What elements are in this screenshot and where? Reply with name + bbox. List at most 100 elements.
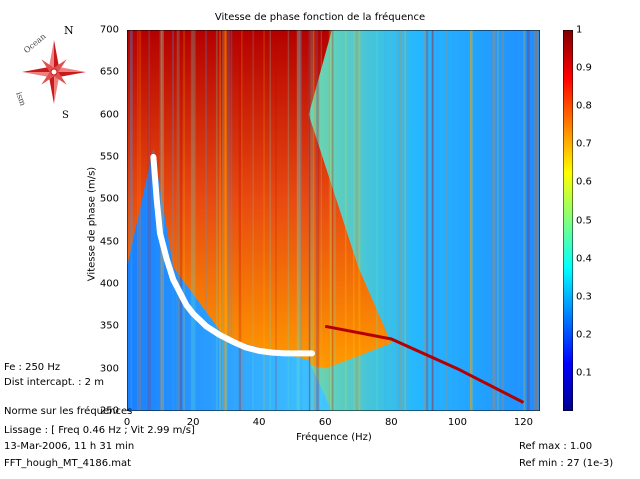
texture-stripe bbox=[241, 30, 243, 411]
y-tick-label: 400 bbox=[99, 278, 119, 290]
x-tick-label: 80 bbox=[384, 417, 398, 428]
texture-stripe bbox=[431, 30, 433, 411]
texture-stripe bbox=[433, 30, 436, 411]
colorbar-tick-label: 0.7 bbox=[576, 138, 592, 150]
texture-stripe bbox=[330, 30, 332, 411]
x-tick-label: 100 bbox=[447, 417, 467, 428]
picked-curve bbox=[150, 154, 315, 357]
texture-stripe bbox=[534, 30, 536, 411]
texture-stripe bbox=[162, 30, 164, 411]
texture-stripe bbox=[309, 30, 311, 411]
texture-stripe bbox=[192, 30, 196, 411]
info-date: 13-Mar-2006, 11 h 31 min bbox=[4, 441, 135, 452]
texture-stripe bbox=[470, 30, 472, 411]
texture-stripe bbox=[269, 30, 271, 411]
texture-stripe bbox=[356, 30, 359, 411]
texture-stripe bbox=[223, 30, 226, 411]
x-tick-label: 20 bbox=[186, 417, 200, 428]
texture-stripe bbox=[162, 30, 164, 411]
texture-stripe bbox=[275, 30, 277, 411]
texture-stripe bbox=[344, 30, 347, 411]
y-tick-label: 650 bbox=[99, 66, 119, 78]
texture-stripe bbox=[452, 30, 455, 411]
colorbar-tick-label: 0.5 bbox=[576, 215, 592, 226]
texture-stripe bbox=[219, 30, 221, 411]
chart-title: Vitesse de phase fonction de la fréquenc… bbox=[214, 12, 426, 23]
texture-stripe bbox=[172, 30, 174, 411]
texture-stripe bbox=[498, 30, 500, 411]
texture-stripe bbox=[139, 30, 142, 411]
colorbar-tick-label: 1 bbox=[576, 24, 583, 36]
texture-stripe bbox=[523, 30, 526, 411]
texture-stripe bbox=[501, 30, 505, 411]
texture-stripe bbox=[296, 30, 299, 411]
texture-stripe bbox=[376, 30, 378, 411]
x-tick-label: 120 bbox=[513, 417, 534, 428]
low-velocity-region bbox=[127, 148, 332, 411]
texture-stripe bbox=[526, 30, 530, 411]
y-tick-label: 600 bbox=[99, 109, 119, 121]
texture-stripe bbox=[396, 30, 398, 411]
info-refmin: Ref min : 27 (1e-3) bbox=[519, 458, 614, 469]
y-tick-label: 700 bbox=[99, 24, 119, 36]
texture-stripe bbox=[215, 30, 218, 411]
texture-stripe bbox=[205, 30, 207, 411]
texture-stripe bbox=[423, 30, 426, 411]
texture-stripe bbox=[183, 30, 185, 411]
texture-stripe bbox=[137, 30, 139, 411]
texture-stripe bbox=[147, 30, 151, 411]
texture-stripe bbox=[320, 30, 322, 411]
colorbar-tick-label: 0.9 bbox=[576, 62, 592, 74]
x-tick-label: 0 bbox=[123, 417, 131, 428]
x-tick-label: 40 bbox=[252, 417, 266, 428]
texture-stripe bbox=[398, 30, 400, 411]
texture-stripe bbox=[331, 30, 334, 411]
texture-stripe bbox=[129, 30, 132, 411]
info-fe: Fe : 250 Hz bbox=[4, 362, 61, 373]
compass-n: N bbox=[64, 24, 74, 37]
y-tick-label: 550 bbox=[99, 151, 119, 163]
texture-stripe bbox=[435, 30, 438, 411]
y-tick-label: 450 bbox=[99, 236, 119, 248]
texture-stripe bbox=[313, 30, 316, 411]
texture-stripe bbox=[308, 30, 311, 411]
texture-stripe bbox=[446, 30, 448, 411]
colorbar-tick-label: 0.3 bbox=[576, 291, 592, 303]
texture-stripe bbox=[501, 30, 504, 411]
texture-stripe bbox=[190, 30, 194, 411]
texture-stripe bbox=[406, 30, 408, 411]
texture-stripe bbox=[179, 30, 183, 411]
compass-rose-icon: N S Ocean ism bbox=[14, 24, 86, 121]
texture-stripe bbox=[130, 30, 133, 411]
texture-stripe bbox=[227, 30, 230, 411]
texture-stripe bbox=[329, 30, 332, 411]
x-tick-label: 60 bbox=[318, 417, 332, 428]
texture-stripe bbox=[224, 30, 227, 411]
colorbar-tick-label: 0.2 bbox=[576, 329, 592, 341]
texture-stripe bbox=[313, 30, 315, 411]
linear-streak bbox=[324, 324, 525, 404]
texture-stripe bbox=[384, 30, 386, 411]
texture-stripe bbox=[297, 30, 300, 411]
texture-stripe bbox=[426, 30, 429, 411]
texture-stripe bbox=[399, 30, 403, 411]
texture-stripe bbox=[521, 30, 524, 411]
colorbar-tick-label: 0.4 bbox=[576, 253, 592, 265]
texture-stripe bbox=[310, 30, 314, 411]
texture-stripe bbox=[315, 30, 319, 411]
compass-arc-text-2: ism bbox=[14, 91, 27, 108]
texture-stripe bbox=[252, 30, 254, 411]
texture-stripe bbox=[316, 30, 320, 411]
y-tick-label: 300 bbox=[99, 363, 119, 375]
colorbar-tick-label: 0.6 bbox=[576, 176, 592, 188]
high-energy-region bbox=[127, 30, 392, 369]
texture-stripe bbox=[176, 30, 179, 411]
texture-stripe bbox=[287, 30, 290, 411]
texture-stripe bbox=[299, 30, 303, 411]
texture-stripe bbox=[432, 30, 434, 411]
texture-stripe bbox=[536, 30, 539, 411]
texture-stripe bbox=[358, 30, 361, 411]
texture-stripe bbox=[238, 30, 242, 411]
texture-stripe bbox=[331, 30, 333, 411]
texture-stripe bbox=[308, 30, 310, 411]
